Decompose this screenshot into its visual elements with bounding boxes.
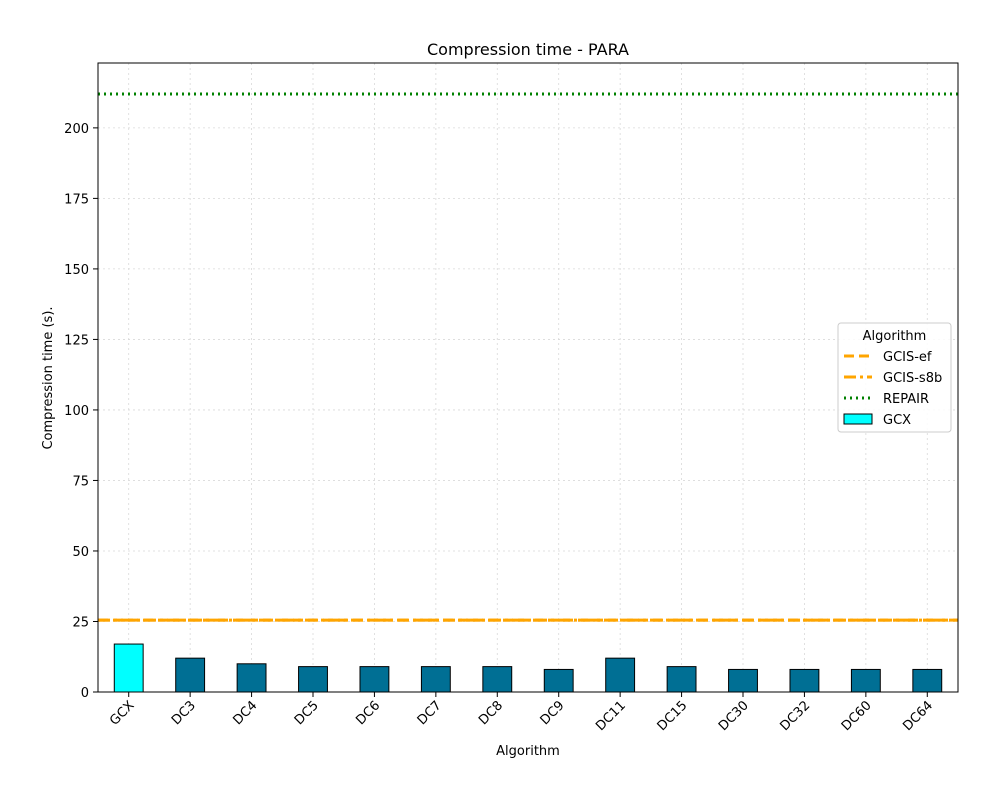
y-tick-label: 150 <box>64 263 89 278</box>
legend-label: GCX <box>883 413 911 428</box>
plot-area-frame <box>97 62 959 693</box>
y-tick-label: 0 <box>81 686 89 701</box>
legend-label: GCIS-s8b <box>883 371 942 386</box>
bars <box>113 643 943 693</box>
y-axis-ticks: 0 25 50 75 100 125 150 175 200 <box>64 122 98 701</box>
y-tick-label: 175 <box>64 192 89 207</box>
y-tick-label: 100 <box>64 404 89 419</box>
bar-gcx <box>113 643 144 693</box>
y-tick-label: 125 <box>64 333 89 348</box>
y-axis-label: Compression time (s). <box>41 306 56 449</box>
legend-box <box>837 322 952 433</box>
chart-title: Compression time - PARA <box>427 40 629 59</box>
bar-dc11 <box>605 657 636 693</box>
bar-dc64 <box>912 668 943 693</box>
bar-dc6 <box>359 666 390 693</box>
legend: Algorithm GCIS-ef GCIS-s8b REPAIR GCX <box>837 322 952 433</box>
x-axis-label: Algorithm <box>496 744 560 759</box>
bar-dc30 <box>728 668 758 693</box>
y-tick-label: 200 <box>64 122 89 137</box>
bar-dc5 <box>298 666 328 693</box>
legend-label: REPAIR <box>883 392 929 407</box>
bar-dc3 <box>175 657 206 693</box>
bar-dc15 <box>666 666 697 693</box>
bar-dc60 <box>850 668 881 693</box>
legend-title: Algorithm <box>863 329 927 344</box>
y-tick-label: 50 <box>72 545 89 560</box>
bar-dc4 <box>236 663 267 693</box>
reference-lines <box>98 92 958 622</box>
y-tick-label: 75 <box>72 474 89 489</box>
bar-dc32 <box>789 668 820 693</box>
legend-label: GCIS-ef <box>883 350 932 365</box>
bar-dc7 <box>420 666 451 693</box>
bar-dc9 <box>543 668 574 693</box>
y-tick-label: 25 <box>72 615 89 630</box>
bar-dc8 <box>482 666 513 693</box>
legend-patch-gcx <box>843 413 873 425</box>
